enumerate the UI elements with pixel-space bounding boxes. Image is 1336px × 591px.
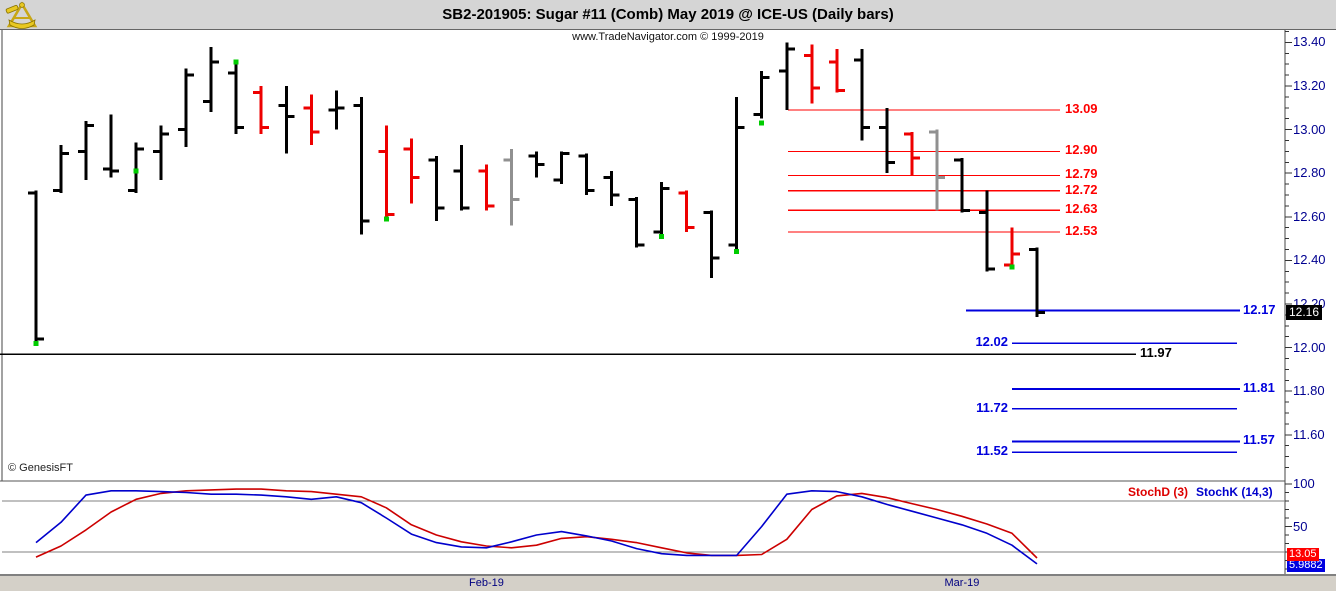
x-axis-month-label: Mar-19 [944, 577, 980, 589]
date-axis-strip: Feb-19 Mar-19 [0, 574, 1336, 591]
genesisft-watermark: © GenesisFT [8, 462, 73, 474]
genesis-sextant-logo-icon [4, 1, 40, 34]
stoch-d-legend: StochD (3) [1128, 485, 1188, 499]
chart-subtitle: www.TradeNavigator.com © 1999-2019 [572, 31, 764, 43]
stoch-k-legend: StochK (14,3) [1196, 485, 1273, 499]
stoch-d-value-badge: 13.05 [1287, 548, 1319, 561]
last-price-badge: 12.16 [1286, 305, 1323, 320]
chart-title: SB2-201905: Sugar #11 (Comb) May 2019 @ … [442, 6, 894, 23]
stoch-k-value-badge: 5.9882 [1287, 559, 1325, 572]
x-axis-month-label: Feb-19 [469, 577, 504, 589]
chart-header-bar: SB2-201905: Sugar #11 (Comb) May 2019 @ … [0, 0, 1336, 30]
